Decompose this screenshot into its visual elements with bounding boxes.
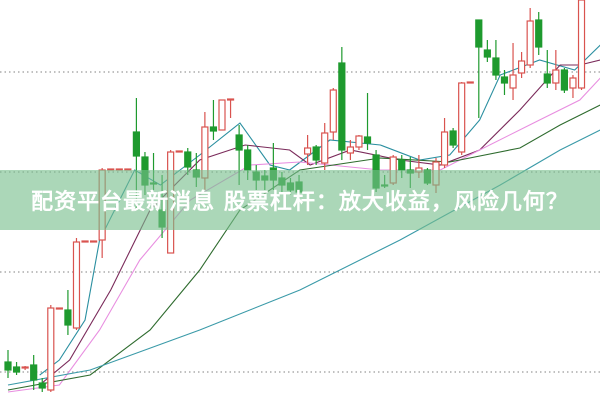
- candle-body: [517, 60, 526, 74]
- up-candle: [218, 99, 226, 131]
- candle-body: [535, 19, 543, 48]
- candle-body: [304, 147, 312, 155]
- candle-body: [509, 74, 517, 89]
- up-candle: [440, 118, 449, 168]
- candle-body: [483, 49, 491, 58]
- candle-body: [175, 150, 183, 153]
- down-candle: [500, 70, 509, 95]
- candle-body: [577, 0, 586, 89]
- candle-body: [492, 57, 500, 76]
- moving-average-line: [7, 129, 600, 386]
- candle-body: [346, 146, 354, 154]
- candle-body: [312, 146, 320, 161]
- candle-body: [560, 69, 569, 91]
- candle-body: [526, 20, 534, 66]
- candle-body: [500, 76, 509, 84]
- down-candle: [4, 350, 12, 378]
- candle-body: [4, 361, 12, 371]
- down-candle: [363, 93, 372, 150]
- banner-title: 配资平台最新消息 股票杠杆：放大收益，风险几何？: [31, 190, 569, 215]
- candle-body: [235, 134, 243, 151]
- down-candle: [475, 19, 483, 118]
- down-candle: [338, 47, 346, 160]
- title-banner: 配资平台最新消息 股票杠杆：放大收益，风险几何？: [0, 170, 600, 230]
- candle-body: [47, 307, 55, 391]
- down-candle: [492, 40, 500, 80]
- up-candle: [329, 88, 337, 140]
- up-candle: [346, 140, 354, 160]
- up-candle: [569, 75, 577, 98]
- up-candle: [72, 238, 81, 330]
- candle-body: [475, 19, 483, 48]
- candle-body: [12, 366, 21, 373]
- down-candle: [449, 128, 457, 148]
- up-candle: [517, 52, 526, 78]
- candle-body: [30, 364, 38, 381]
- candle-body: [552, 69, 560, 84]
- down-candle: [535, 12, 543, 55]
- candle-body: [55, 307, 63, 310]
- up-candle: [89, 240, 98, 243]
- candle-body: [132, 131, 140, 157]
- candle-body: [449, 130, 457, 146]
- candle-body: [64, 309, 72, 326]
- up-candle: [304, 135, 312, 165]
- up-candle: [55, 307, 63, 310]
- moving-average-line: [7, 104, 600, 391]
- up-candle: [321, 123, 329, 170]
- candle-body: [458, 82, 466, 153]
- up-candle: [509, 43, 517, 100]
- up-candle: [552, 50, 560, 90]
- up-candle: [47, 305, 55, 392]
- moving-average-line: [7, 77, 600, 393]
- candle-body: [466, 81, 474, 84]
- up-candle: [81, 240, 89, 243]
- down-candle: [38, 378, 46, 392]
- candle-body: [398, 159, 406, 171]
- down-candle: [483, 40, 491, 62]
- candle-body: [184, 151, 192, 168]
- candle-body: [321, 132, 329, 164]
- candle-body: [89, 240, 98, 243]
- down-candle: [30, 355, 38, 390]
- down-candle: [12, 362, 21, 375]
- candle-body: [363, 136, 372, 144]
- candle-body: [226, 98, 235, 101]
- up-candle: [21, 366, 29, 370]
- candle-body: [244, 149, 252, 171]
- candle-body: [209, 126, 218, 132]
- up-candle: [577, 0, 586, 90]
- candle-body: [38, 382, 46, 389]
- down-candle: [209, 100, 218, 140]
- candle-body: [81, 240, 89, 243]
- down-candle: [543, 50, 551, 88]
- candle-body: [72, 241, 81, 329]
- up-candle: [526, 8, 534, 68]
- candle-body: [569, 77, 577, 89]
- up-candle: [175, 150, 183, 153]
- candle-body: [21, 366, 29, 369]
- candle-body: [329, 89, 337, 133]
- up-candle: [226, 98, 235, 118]
- down-candle: [64, 290, 72, 335]
- candle-body: [440, 131, 449, 166]
- down-candle: [560, 68, 569, 93]
- down-candle: [312, 145, 320, 165]
- candle-body: [218, 99, 226, 131]
- candle-body: [355, 135, 363, 148]
- up-candle: [466, 81, 474, 84]
- up-candle: [355, 135, 363, 150]
- up-candle: [458, 82, 466, 155]
- candle-body: [338, 62, 346, 151]
- moving-average-line: [39, 59, 600, 386]
- candle-body: [543, 73, 551, 84]
